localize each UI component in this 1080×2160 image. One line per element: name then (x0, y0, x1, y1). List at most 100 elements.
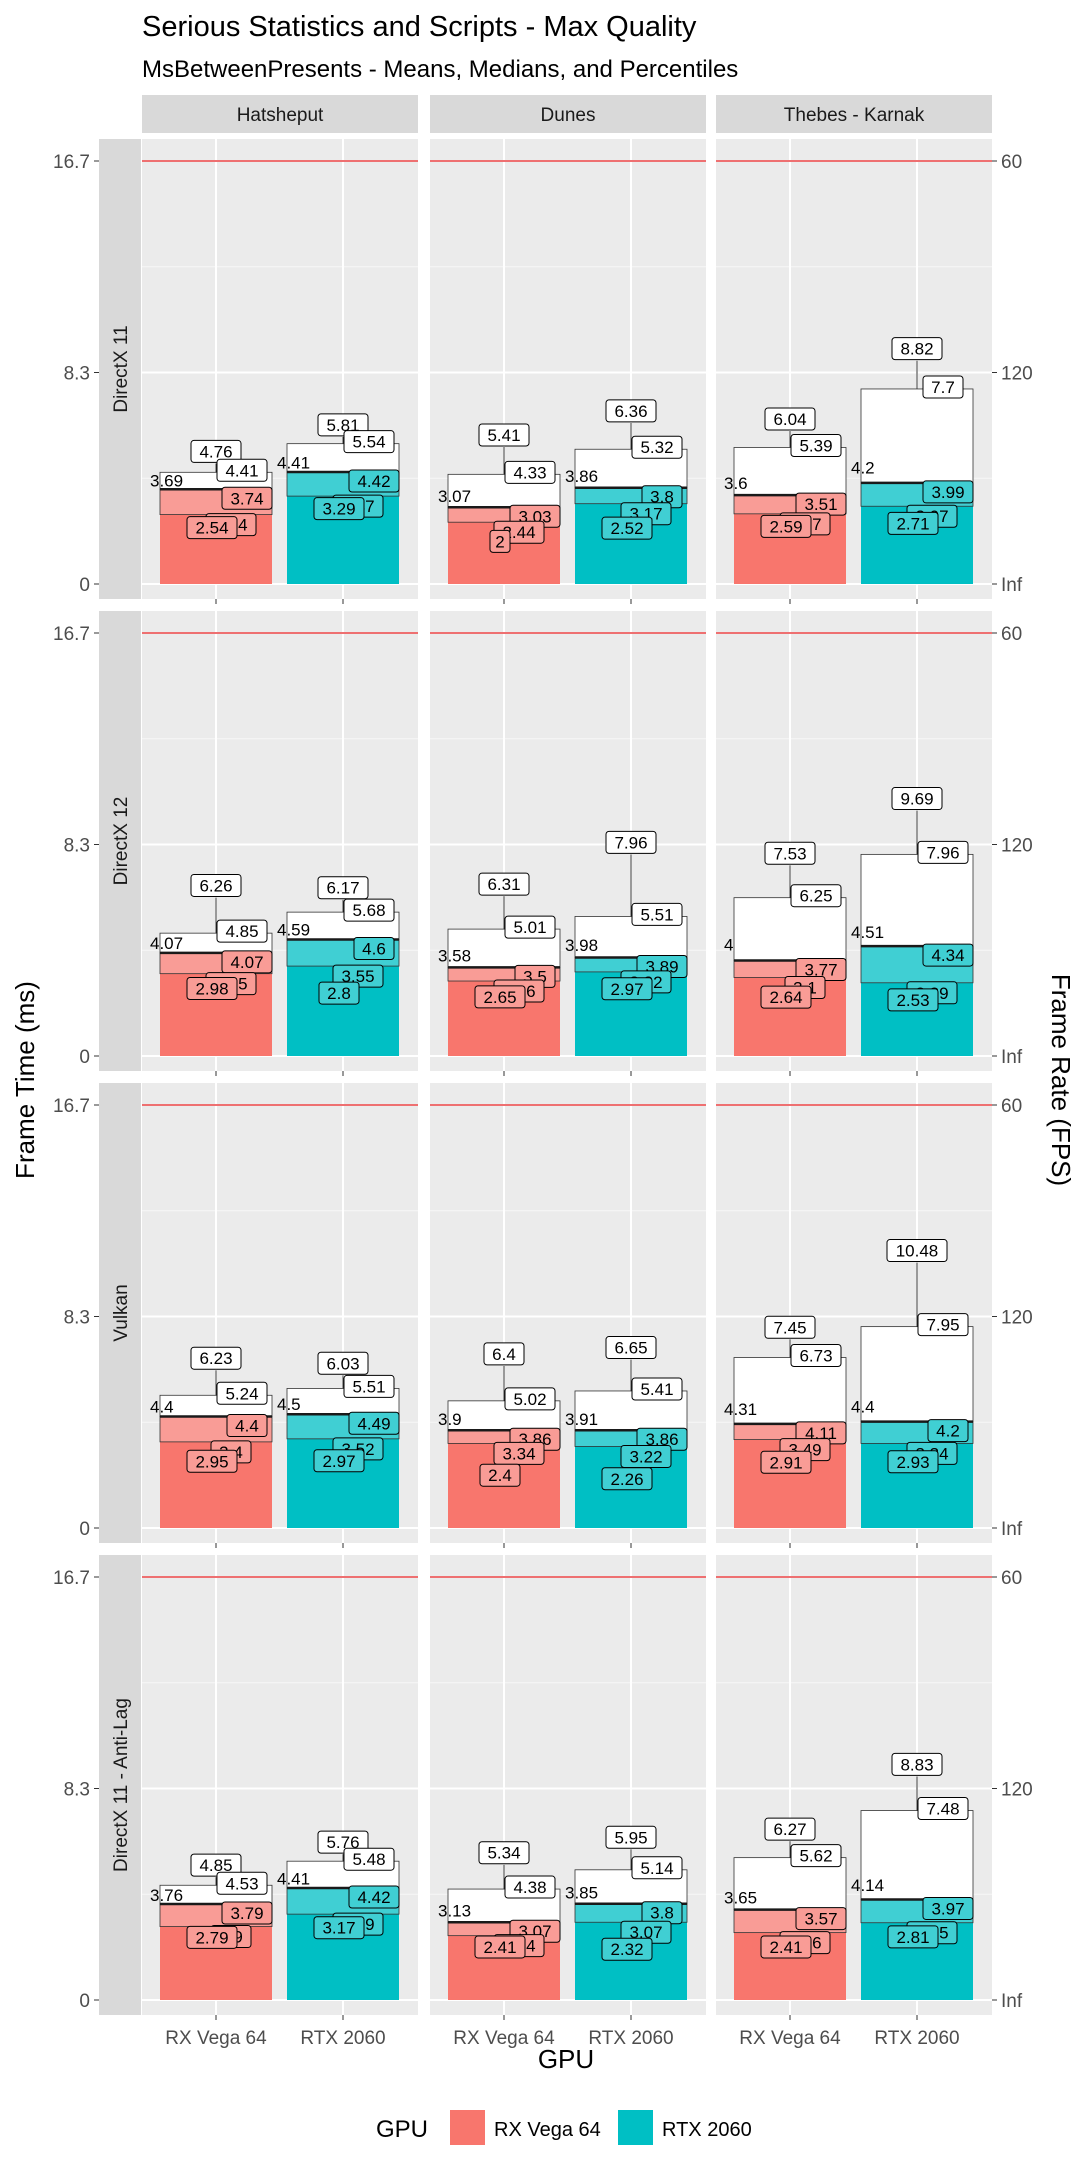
median-label-rtx-2060: 3.8 (650, 488, 674, 507)
p-low-label-rtx-2060-box (601, 977, 653, 1001)
whisker-high-label-rtx-2060: 6.36 (614, 402, 647, 421)
p-low-label-rtx-2060-box (318, 981, 360, 1005)
box-high-label-rx-vega-64: 5.01 (513, 918, 546, 937)
median-label-rtx-2060: 3.97 (931, 1899, 964, 1918)
facet-strip-directx-12 (99, 611, 141, 1071)
box-high-label-rtx-2060: 7.96 (926, 843, 959, 862)
box-high-label-rtx-2060-box (917, 1313, 969, 1337)
p-low-label-rtx-2060-box (601, 1937, 653, 1961)
p-low-label-rx-vega-64: 2.41 (769, 1938, 802, 1957)
median-label-rtx-2060: 4.2 (936, 1422, 960, 1441)
whisker-high-label-rtx-2060: 9.69 (900, 790, 933, 809)
box-high-label-rx-vega-64-box (216, 1381, 268, 1405)
mean-label-rtx-2060: 4.5 (277, 1395, 301, 1414)
p-low-label-rtx-2060-box (887, 1925, 939, 1949)
p-low-label-rtx-2060: 2.53 (896, 991, 929, 1010)
p-low-label-rtx-2060-box (887, 1450, 939, 1474)
whisker-high-label-rx-vega-64-box (764, 1817, 816, 1841)
p-low-label-rx-vega-64-box (479, 1463, 521, 1487)
p-low-label-rx-vega-64: 2.64 (769, 988, 802, 1007)
facet-panels: Hatsheput Dunes Thebes - Karnak DirectX 11 0… (53, 95, 1033, 2049)
box-low-label-rtx-2060: 3.07 (629, 1923, 662, 1942)
box-low-label-rtx-2060: 3.22 (629, 1447, 662, 1466)
mean-label-rx-vega-64: 4 (724, 936, 733, 955)
whisker-high-label-rtx-2060-box (605, 399, 657, 423)
whisker-high-label-rtx-2060: 5.76 (326, 1833, 359, 1852)
facet-strip-hatsheput (142, 95, 418, 133)
y-axis-title: Frame Time (ms) (10, 981, 40, 1179)
box-high-label-rtx-2060: 7.7 (931, 378, 955, 397)
whisker-high-label-rtx-2060-box (891, 787, 943, 811)
whisker-high-label-rx-vega-64: 6.26 (199, 876, 232, 895)
mean-label-rtx-2060: 3.85 (565, 1883, 598, 1902)
y2-tick-label: 120 (1001, 364, 1033, 385)
whisker-high-label-rx-vega-64: 5.41 (487, 426, 520, 445)
facet-strip-vulkan (99, 1083, 141, 1543)
mean-label-rtx-2060: 4.59 (277, 921, 310, 940)
median-label-rtx-2060: 4.42 (357, 472, 390, 491)
y2-tick-label: 60 (1001, 152, 1022, 173)
facet-label-dunes: Dunes (541, 105, 596, 126)
median-label-rx-vega-64: 3.74 (230, 489, 263, 508)
whisker-high-label-rx-vega-64: 7.53 (773, 844, 806, 863)
y2-axis-title: Frame Rate (FPS) (1046, 974, 1076, 1186)
p-low-label-rx-vega-64: 2.59 (769, 517, 802, 536)
box-high-label-rtx-2060-box (922, 375, 964, 399)
box-high-label-rx-vega-64: 6.73 (799, 1347, 832, 1366)
mean-label-rtx-2060: 3.98 (565, 936, 598, 955)
panel-directx-11-thebes-karnak: 3.66.045.393.512.772.594.28.827.73.993.0… (716, 139, 992, 604)
median-label-rtx-2060: 3.86 (645, 1430, 678, 1449)
box-high-label-rtx-2060: 5.48 (352, 1850, 385, 1869)
whisker-high-label-rtx-2060-box (317, 1830, 369, 1854)
whisker-high-label-rx-vega-64: 6.4 (492, 1345, 516, 1364)
mean-label-rtx-2060: 4.41 (277, 453, 310, 472)
median-label-rtx-2060-box (348, 1411, 400, 1435)
mean-label-rx-vega-64: 3.69 (150, 472, 183, 491)
median-label-rtx-2060-box (922, 1896, 974, 1920)
p-low-label-rtx-2060: 2.93 (896, 1453, 929, 1472)
whisker-high-label-rtx-2060: 5.95 (614, 1828, 647, 1847)
p-low-label-rtx-2060: 2.26 (610, 1470, 643, 1489)
box-high-label-rtx-2060-box (343, 430, 395, 454)
facet-label-directx-11-anti-lag: DirectX 11 - Anti-Lag (111, 1698, 132, 1872)
mean-label-rtx-2060: 4.51 (851, 923, 884, 942)
median-label-rtx-2060-box (922, 480, 974, 504)
box-high-label-rx-vega-64: 5.02 (513, 1390, 546, 1409)
mean-label-rx-vega-64: 3.76 (150, 1886, 183, 1905)
y2-tick-label: 120 (1001, 1780, 1033, 1801)
x-tick-label-rx-vega-64: RX Vega 64 (453, 2028, 555, 2049)
median-label-rtx-2060: 3.99 (931, 483, 964, 502)
median-label-rtx-2060: 4.6 (362, 939, 386, 958)
p-low-label-rtx-2060-box (601, 1467, 653, 1491)
box-high-label-rtx-2060: 7.95 (926, 1316, 959, 1335)
mean-label-rx-vega-64: 3.07 (438, 487, 471, 506)
box-low-label-rx-vega-64: 3.34 (502, 1444, 535, 1463)
y-tick-label: 0 (79, 1047, 90, 1068)
whisker-high-label-rx-vega-64-box (483, 1342, 525, 1366)
median-label-rx-vega-64-box (221, 486, 273, 510)
mean-label-rtx-2060: 4.14 (851, 1876, 884, 1895)
x-tick-label-rtx-2060: RTX 2060 (874, 2028, 959, 2049)
p-low-label-rx-vega-64-box (760, 514, 812, 538)
y2-tick-label: Inf (1001, 1519, 1023, 1540)
box-high-label-rx-vega-64-box (216, 1871, 268, 1895)
p-low-label-rtx-2060: 2.71 (896, 514, 929, 533)
box-upper-rtx-2060 (860, 853, 974, 947)
median-label-rx-vega-64-box (795, 1907, 847, 1931)
panel-directx-12-dunes: 3.586.315.013.52.962.653.987.965.513.893… (430, 611, 706, 1076)
p-low-label-rtx-2060-box (887, 988, 939, 1012)
median-label-rtx-2060-box (927, 1419, 969, 1443)
p-low-label-rx-vega-64-box (489, 529, 511, 553)
whisker-high-label-rtx-2060-box (886, 1239, 948, 1263)
mean-label-rx-vega-64: 4.4 (150, 1398, 174, 1417)
box-high-label-rx-vega-64: 4.53 (225, 1874, 258, 1893)
facet-strip-directx-11 (99, 139, 141, 599)
p-low-label-rtx-2060-box (313, 1916, 365, 1940)
whisker-high-label-rtx-2060: 8.83 (900, 1755, 933, 1774)
median-label-rx-vega-64-box (226, 1414, 268, 1438)
whisker-high-label-rtx-2060: 6.65 (614, 1339, 647, 1358)
panel-directx-11-anti-lag-dunes: 3.135.344.383.072.542.413.855.955.143.83… (430, 1555, 706, 2049)
p-low-label-rtx-2060-box (887, 511, 939, 535)
median-label-rtx-2060-box (348, 469, 400, 493)
p-low-label-rtx-2060: 2.81 (896, 1928, 929, 1947)
